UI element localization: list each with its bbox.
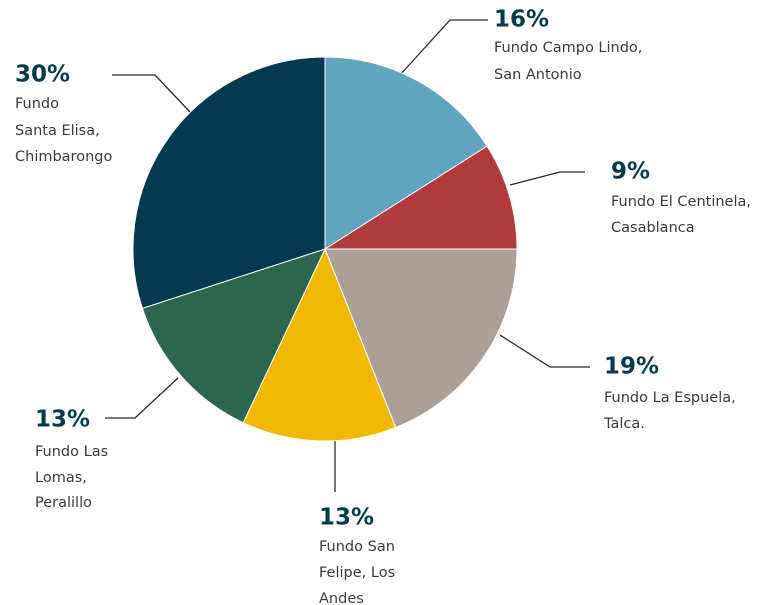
pie-slice	[323, 145, 518, 250]
pie-slice	[132, 56, 326, 309]
percent-label: 13%	[319, 505, 374, 531]
pie-slice	[242, 247, 397, 442]
slice-label: Talca.	[603, 416, 645, 432]
leader-line	[112, 74, 191, 113]
pie-slice	[141, 248, 326, 424]
pie-slice	[324, 248, 518, 429]
slice-label: San Antonio	[494, 67, 582, 83]
slice-label: Felipe, Los	[319, 565, 395, 581]
slice-label: Santa Elisa,	[15, 123, 100, 139]
leader-line	[509, 171, 585, 186]
slice-label: Andes	[319, 591, 364, 605]
slice-label: Fundo San	[319, 539, 395, 555]
slice-label: Fundo Las	[35, 444, 108, 460]
pie-slice	[324, 56, 488, 250]
slice-label: Chimbarongo	[15, 149, 112, 165]
slice-label: Fundo Campo Lindo,	[494, 40, 642, 56]
percent-label: 16%	[494, 7, 549, 33]
leader-line	[399, 19, 488, 76]
slice-label: Fundo El Centinela,	[611, 194, 751, 210]
slice-label: Casablanca	[611, 220, 695, 236]
percent-label: 13%	[35, 407, 90, 433]
slice-label: Fundo La Espuela,	[604, 390, 736, 406]
slice-label: Lomas,	[35, 470, 87, 486]
slice-label: Fundo	[15, 96, 59, 112]
leader-line	[499, 334, 590, 368]
percent-label: 9%	[611, 159, 650, 185]
slice-label: Peralillo	[35, 495, 92, 511]
leader-lines	[105, 19, 590, 492]
percent-label: 19%	[604, 354, 659, 380]
leader-line	[105, 377, 179, 419]
percent-label: 30%	[15, 62, 70, 88]
